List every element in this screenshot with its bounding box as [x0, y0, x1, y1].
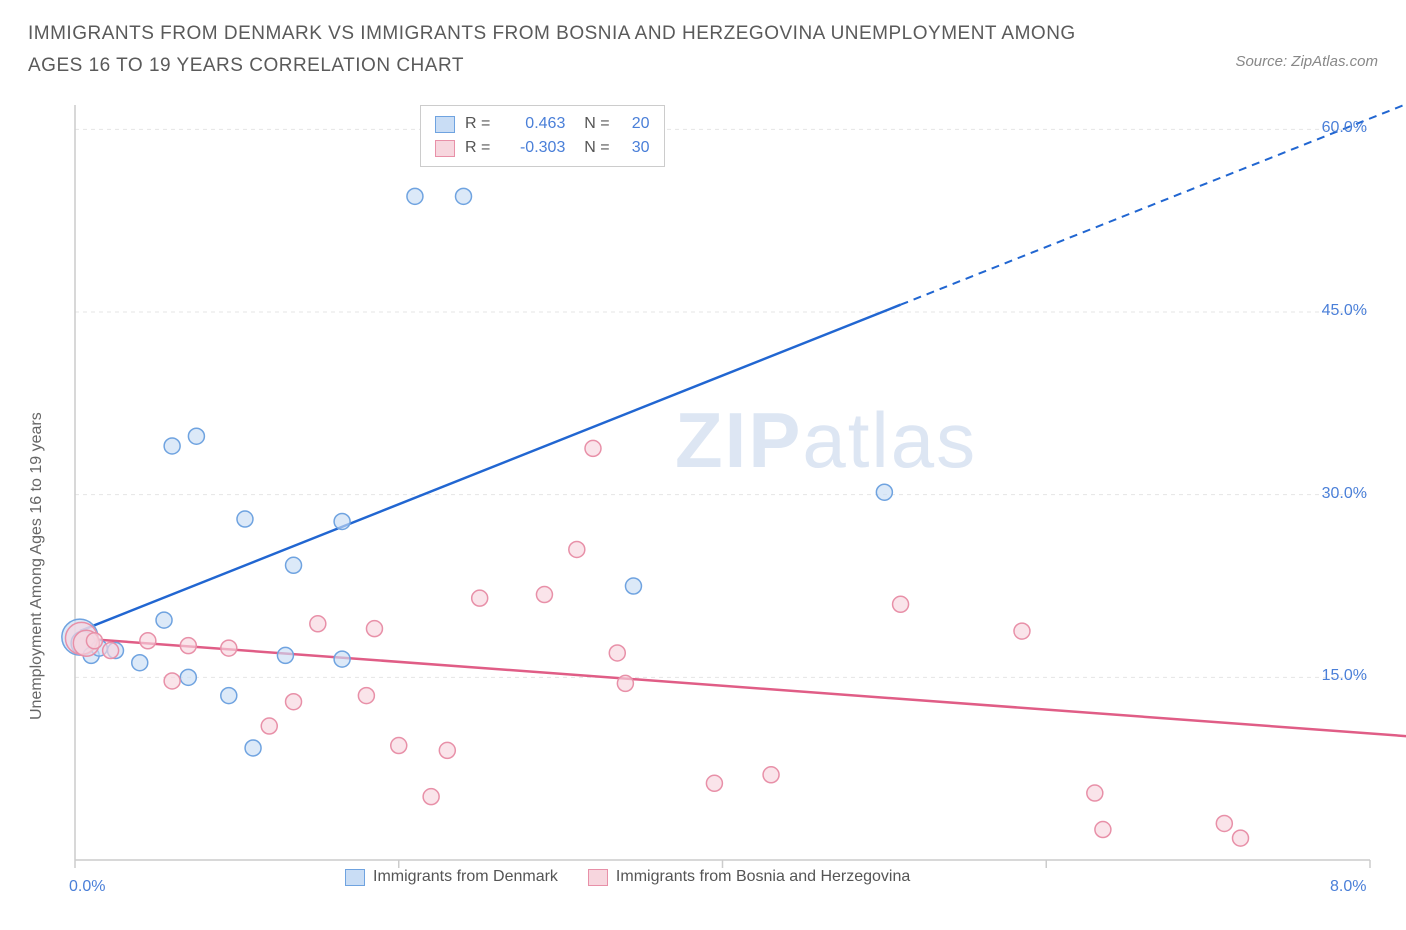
legend-r-label: R =	[465, 136, 490, 160]
legend-swatch	[435, 116, 455, 133]
y-tick-label: 60.0%	[1322, 119, 1367, 137]
legend-row: R = 0.463 N = 20	[435, 112, 650, 136]
y-tick-label: 45.0%	[1322, 302, 1367, 320]
series-name: Immigrants from Bosnia and Herzegovina	[616, 868, 910, 886]
y-tick-label: 30.0%	[1322, 485, 1367, 503]
scatter-plot-svg	[75, 105, 1375, 875]
legend-swatch	[588, 869, 608, 886]
legend-r-value: -0.303	[500, 136, 565, 160]
chart-header: IMMIGRANTS FROM DENMARK VS IMMIGRANTS FR…	[0, 0, 1406, 83]
x-tick-label: 8.0%	[1330, 878, 1366, 896]
legend-swatch	[345, 869, 365, 886]
chart-plot-area: ZIPatlas R = 0.463 N = 20 R = -0.303 N =…	[75, 105, 1375, 875]
y-tick-label: 15.0%	[1322, 667, 1367, 685]
source-attribution: Source: ZipAtlas.com	[1235, 53, 1378, 70]
chart-title: IMMIGRANTS FROM DENMARK VS IMMIGRANTS FR…	[28, 18, 1078, 83]
correlation-legend: R = 0.463 N = 20 R = -0.303 N = 30	[420, 105, 665, 167]
legend-n-label: N =	[575, 112, 609, 136]
series-legend-item: Immigrants from Denmark	[345, 868, 558, 886]
legend-n-value: 30	[620, 136, 650, 160]
x-tick-label: 0.0%	[69, 878, 105, 896]
series-legend: Immigrants from Denmark Immigrants from …	[345, 868, 910, 886]
legend-swatch	[435, 140, 455, 157]
legend-n-value: 20	[620, 112, 650, 136]
legend-row: R = -0.303 N = 30	[435, 136, 650, 160]
legend-n-label: N =	[575, 136, 609, 160]
series-name: Immigrants from Denmark	[373, 868, 558, 886]
y-axis-label: Unemployment Among Ages 16 to 19 years	[28, 412, 46, 720]
legend-r-label: R =	[465, 112, 490, 136]
series-legend-item: Immigrants from Bosnia and Herzegovina	[588, 868, 910, 886]
legend-r-value: 0.463	[500, 112, 565, 136]
